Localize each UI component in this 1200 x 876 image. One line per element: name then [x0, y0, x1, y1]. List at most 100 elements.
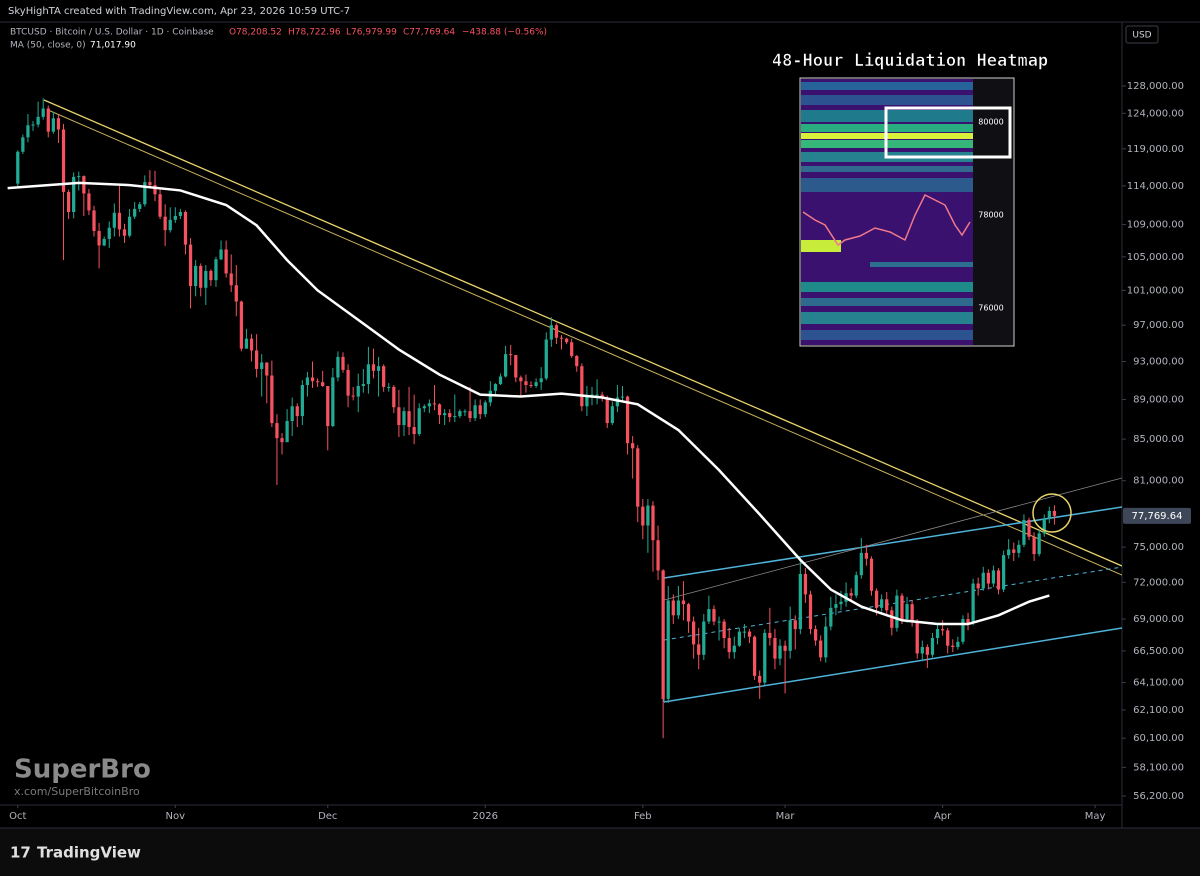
candle-body [783, 645, 787, 651]
candle-body [966, 619, 970, 623]
candle-body [82, 176, 86, 194]
currency[interactable]: USD [1132, 31, 1151, 41]
candle-body [981, 572, 985, 589]
candle-body [712, 609, 716, 622]
candle-body [168, 219, 172, 231]
plot [7, 98, 1057, 739]
candle-body [534, 382, 538, 386]
candle-body [387, 386, 391, 388]
inset-label: 76000 [978, 304, 1003, 313]
candle-body [697, 644, 701, 655]
candle-body [803, 573, 808, 595]
candle-body [793, 620, 797, 630]
candle-body [417, 408, 421, 435]
inset-band [801, 312, 973, 324]
candle-body [859, 552, 863, 576]
candle-body [722, 621, 726, 638]
inset-title: 48-Hour Liquidation Heatmap [772, 51, 1048, 71]
candle-body [498, 376, 503, 385]
candle-body [707, 609, 711, 622]
candle-body [453, 416, 457, 418]
candle-body [478, 405, 482, 415]
footer-logo[interactable]: 17 [10, 844, 31, 862]
candle-body [798, 573, 802, 630]
candle-body [214, 259, 218, 281]
candle-body [188, 244, 193, 287]
y-tick-label: 62,100.00 [1133, 705, 1184, 716]
watermark-handle: x.com/SuperBitcoinBro [14, 785, 140, 798]
candle-body [1052, 510, 1057, 516]
candle-body [265, 362, 269, 376]
inset-band [801, 178, 973, 192]
candle-body [443, 413, 447, 416]
candle-body [300, 385, 304, 417]
candle-body [448, 413, 452, 418]
y-tick-label: 105,000.00 [1127, 252, 1184, 263]
candle-body [51, 118, 55, 132]
candle-body [651, 505, 655, 541]
candle-body [392, 386, 396, 408]
candle-body [971, 583, 975, 623]
candle-body [112, 212, 116, 228]
candle-body [737, 631, 741, 646]
currency-box[interactable] [1125, 25, 1159, 44]
candle-body [239, 301, 243, 349]
channel-mid [663, 566, 1122, 641]
candle-body [331, 377, 335, 427]
candle-body [376, 366, 381, 371]
candle-body [31, 124, 35, 126]
candle-body [366, 364, 371, 385]
candle-body [890, 610, 894, 628]
candle-body [539, 378, 543, 383]
candle-body [935, 629, 940, 638]
candle-body [21, 137, 25, 152]
candle-body [310, 377, 315, 382]
x-tick-label: May [1085, 811, 1106, 822]
candle-body [732, 645, 736, 653]
y-tick-label: 64,100.00 [1133, 678, 1184, 689]
ma-value: 71,017.90 [90, 41, 136, 51]
ma-legend: MA (50, close, 0) [10, 41, 86, 51]
candle-body [702, 621, 706, 655]
footer-brand[interactable]: TradingView [37, 844, 141, 862]
candle-body [570, 342, 574, 356]
candle-body [671, 600, 675, 616]
inset-label: 80000 [978, 118, 1003, 127]
candle-body [976, 583, 980, 589]
y-tick-label: 69,000.00 [1133, 614, 1184, 625]
candle-body [229, 273, 233, 286]
candle-body [1042, 518, 1046, 534]
candle-body [143, 182, 147, 205]
candle-body [661, 570, 665, 699]
candle-body [290, 406, 294, 422]
y-tick-label: 75,000.00 [1133, 542, 1184, 553]
candle-body [254, 350, 259, 369]
candle-body [727, 637, 731, 653]
trendline [47, 109, 1122, 576]
candle-body [509, 354, 513, 356]
y-tick-label: 114,000.00 [1127, 181, 1184, 192]
candle-body [742, 631, 747, 633]
candle-body [991, 570, 996, 584]
candle-body [77, 176, 81, 178]
candle-body [194, 265, 198, 287]
candle-body [458, 411, 462, 417]
candle-body [295, 406, 299, 417]
candle-body [1027, 519, 1031, 537]
candle-body [849, 593, 853, 596]
candle-body [397, 407, 401, 426]
candle-body [905, 604, 909, 620]
heatmap-inset: 80000 78000 76000 [799, 77, 1015, 347]
candle-body [813, 629, 818, 641]
candle-body [895, 595, 899, 628]
inset-label: 78000 [978, 211, 1003, 220]
credit: SkyHighTA created with TradingView.com, … [8, 6, 350, 17]
candle-body [869, 558, 874, 591]
candle-body [158, 194, 162, 217]
channel-upper [663, 506, 1122, 579]
candle-body [930, 637, 935, 655]
inset-band [801, 166, 973, 172]
x-tick-label: Feb [634, 811, 652, 822]
candle-body [61, 129, 66, 192]
candle-body [1037, 533, 1041, 555]
